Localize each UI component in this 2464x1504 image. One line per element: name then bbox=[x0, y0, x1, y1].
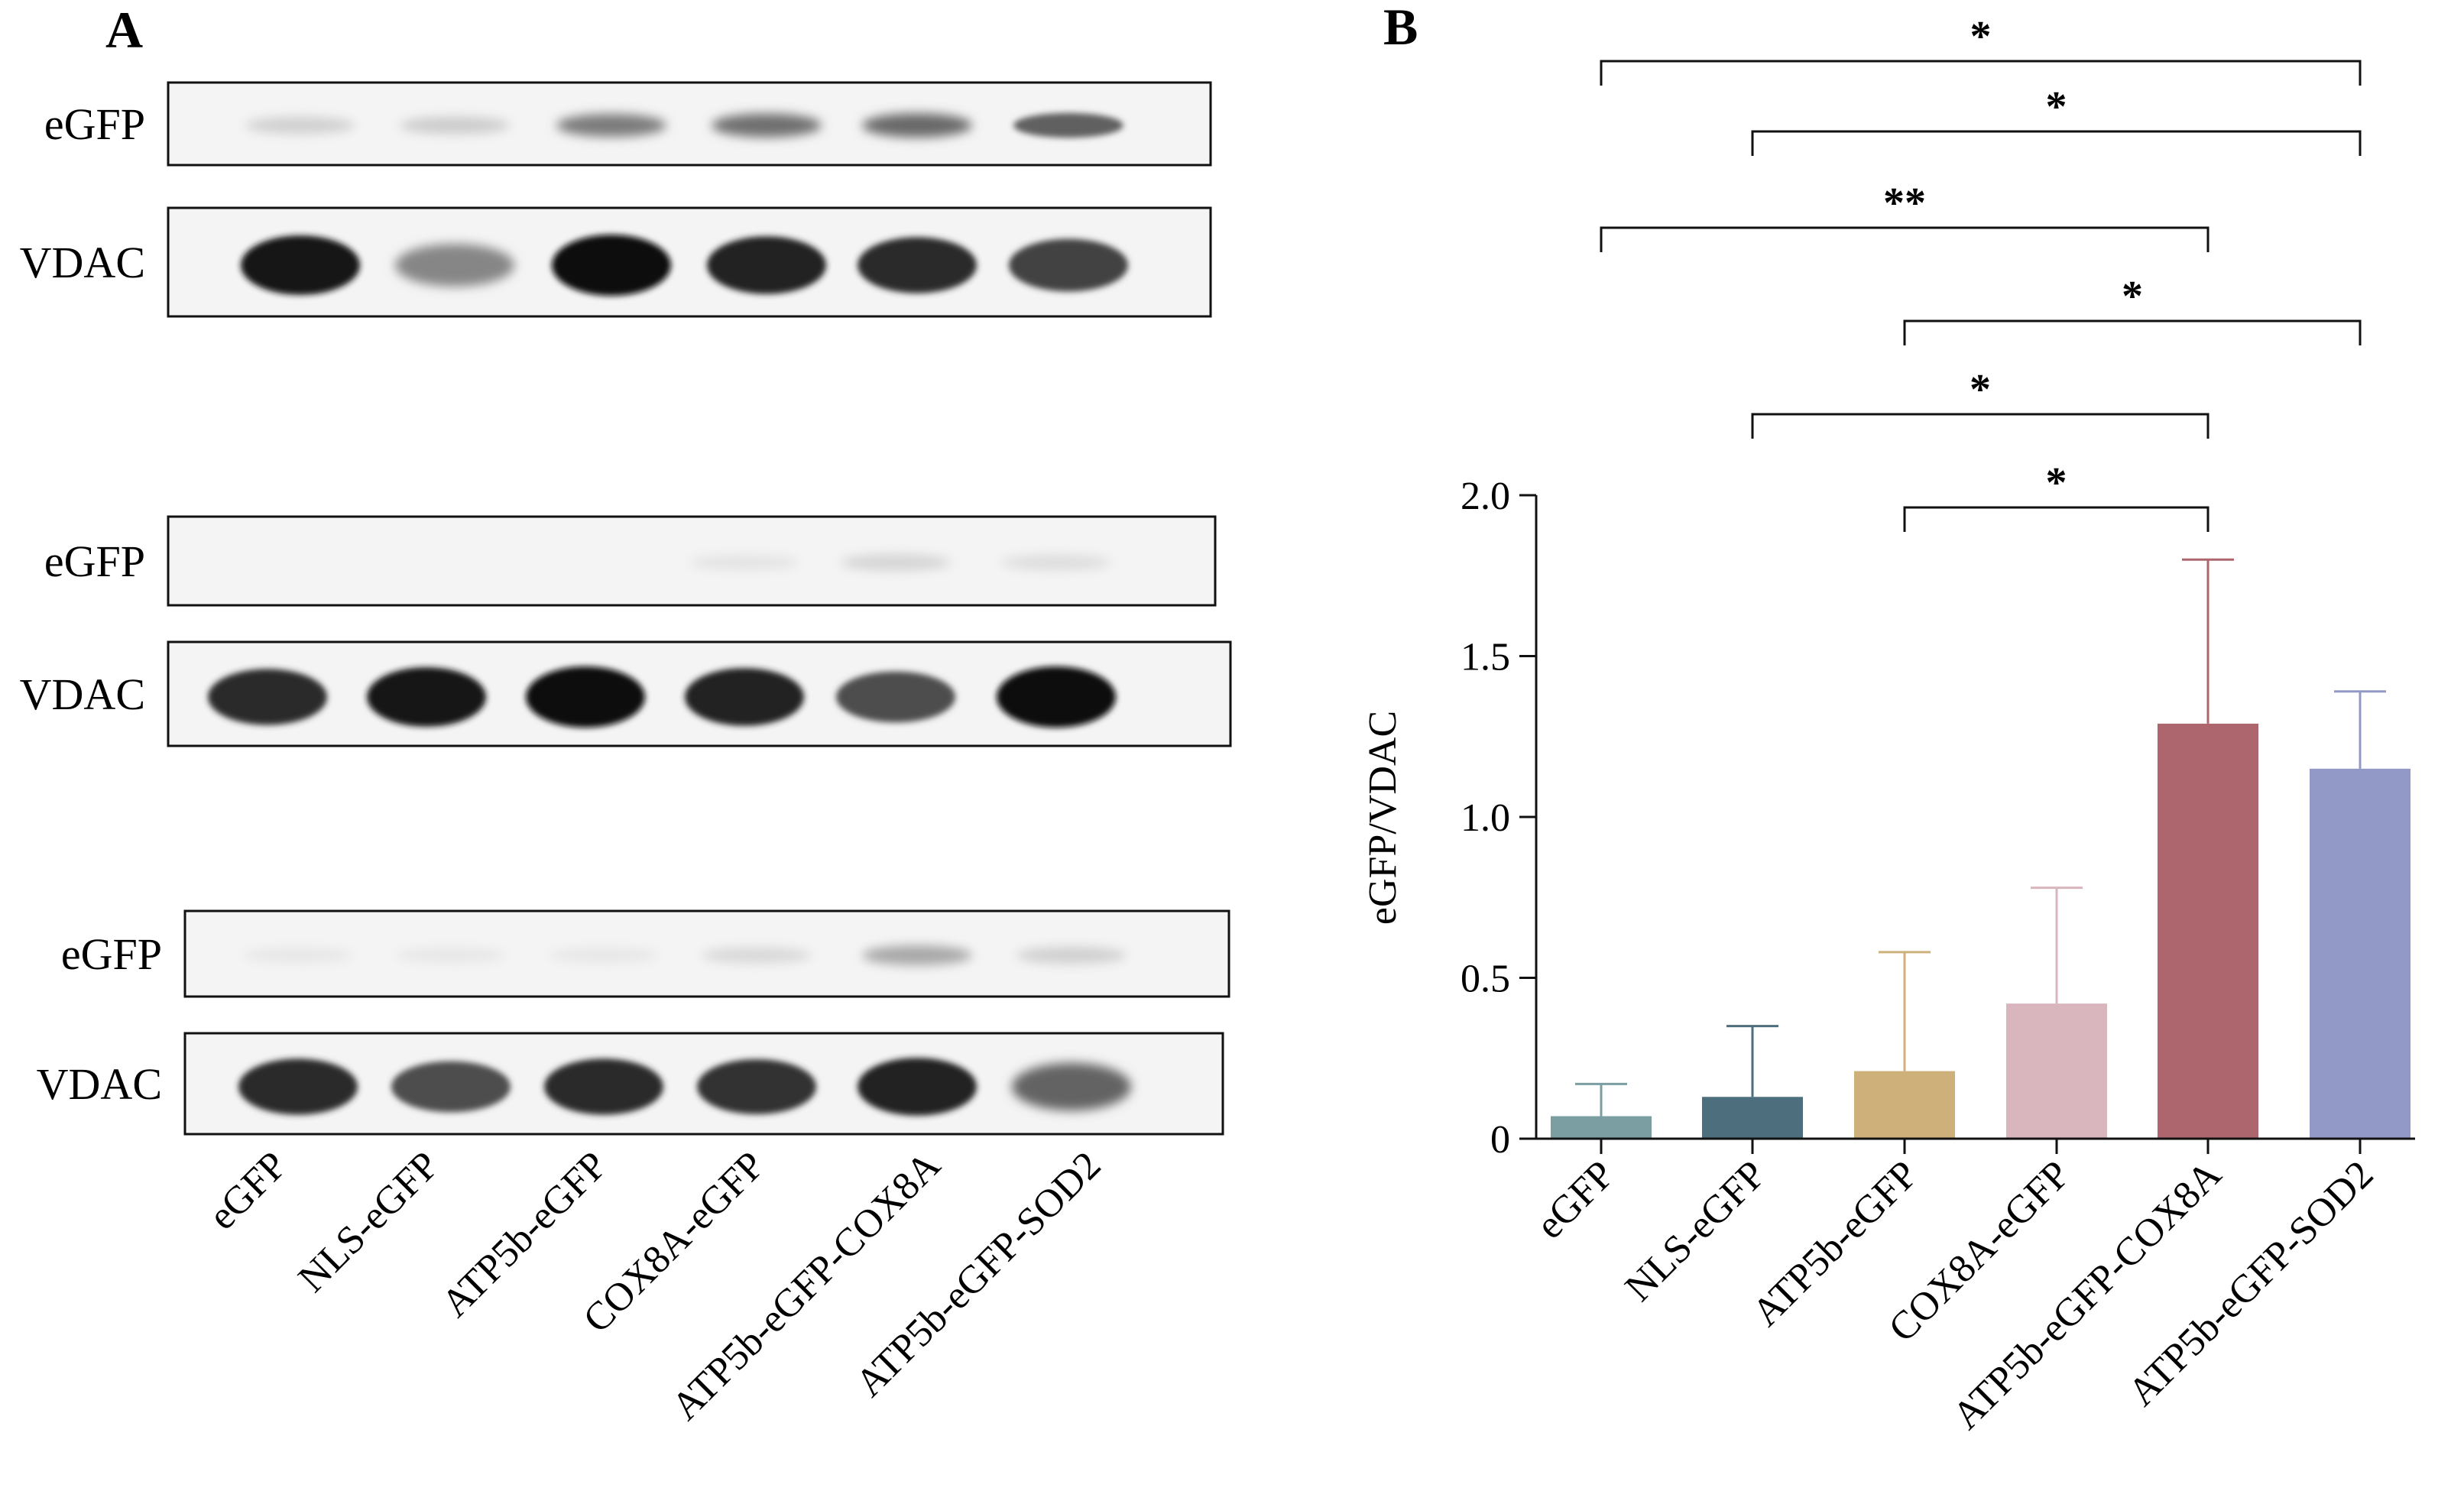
error-bars bbox=[1575, 558, 2386, 1117]
blot-band bbox=[367, 667, 486, 727]
blot-band bbox=[549, 947, 659, 964]
blot-band bbox=[707, 236, 826, 294]
blot-band bbox=[997, 666, 1116, 728]
y-axis-title: eGFP/VDAC bbox=[1361, 711, 1405, 925]
blot-band bbox=[544, 1058, 663, 1115]
significance-brackets: ******* bbox=[1600, 13, 2362, 532]
bar bbox=[2158, 723, 2258, 1139]
bar bbox=[2006, 1003, 2107, 1139]
significance-bracket: * bbox=[1751, 366, 2209, 439]
blot-band bbox=[1009, 238, 1128, 292]
error-bar bbox=[1726, 1025, 1778, 1097]
blot-band bbox=[400, 116, 510, 135]
blot-band bbox=[689, 554, 799, 571]
error-bar bbox=[1879, 951, 1931, 1071]
panel-a-letter: A bbox=[105, 1, 143, 59]
y-tick-label: 0.5 bbox=[1461, 958, 1510, 1001]
error-bar bbox=[2334, 690, 2386, 769]
blot-strip: VDAC bbox=[20, 640, 1232, 747]
blot-band bbox=[556, 114, 666, 137]
significance-bracket: * bbox=[1600, 13, 2362, 86]
blot-band bbox=[241, 235, 360, 295]
blot-band bbox=[702, 947, 812, 964]
y-tick-label: 2.0 bbox=[1461, 475, 1510, 518]
blot-band bbox=[1012, 1062, 1131, 1111]
x-tick-label: NLS-eGFP bbox=[1617, 1152, 1775, 1310]
blot-row-label: VDAC bbox=[20, 669, 145, 719]
blot-band bbox=[1001, 554, 1111, 571]
y-tick-label: 1.0 bbox=[1461, 796, 1510, 840]
blot-row-label: VDAC bbox=[20, 238, 145, 287]
significance-bracket: ** bbox=[1600, 180, 2209, 252]
bar bbox=[2310, 768, 2411, 1139]
chart-axes: 0 0.5 1.0 1.5 2.0 bbox=[1461, 475, 2415, 1162]
blot-band bbox=[858, 237, 977, 293]
error-bar bbox=[2031, 887, 2083, 1004]
significance-marker: * bbox=[2046, 83, 2067, 131]
western-blots: eGFP VDAC eGFP VDAC eGFP VDAC bbox=[20, 81, 1232, 1136]
bar bbox=[1551, 1116, 1652, 1139]
blot-band bbox=[841, 554, 951, 571]
blot-band bbox=[862, 113, 972, 138]
blot-row-label: eGFP bbox=[44, 99, 145, 149]
lane-labels: eGFPNLS-eGFPATP5b-eGFPCOX8A-eGFPATP5b-eG… bbox=[200, 1143, 1109, 1429]
blot-strip: eGFP bbox=[44, 81, 1212, 167]
blot-band bbox=[243, 947, 353, 964]
y-tick-label: 0 bbox=[1490, 1118, 1510, 1162]
bar bbox=[1854, 1071, 1955, 1139]
lane-label: NLS-eGFP bbox=[290, 1143, 448, 1301]
x-tick-label: eGFP bbox=[1528, 1152, 1623, 1247]
blot-band bbox=[395, 244, 514, 287]
bar bbox=[1702, 1097, 1803, 1139]
blot-band bbox=[526, 666, 645, 728]
blot-strip: eGFP bbox=[61, 909, 1230, 998]
blot-band bbox=[858, 1058, 977, 1116]
blot-row-label: eGFP bbox=[44, 536, 145, 586]
blot-band bbox=[208, 669, 327, 725]
significance-marker: * bbox=[2122, 273, 2143, 320]
blot-band bbox=[396, 947, 506, 964]
blot-band bbox=[245, 116, 355, 135]
significance-marker: * bbox=[2046, 459, 2067, 507]
blot-band bbox=[862, 945, 972, 965]
y-tick-label: 1.5 bbox=[1461, 636, 1510, 679]
significance-bracket: * bbox=[1903, 273, 2362, 345]
x-tick-label: ATP5b-eGFP-COX8A bbox=[1944, 1152, 2230, 1438]
error-bar bbox=[2182, 558, 2234, 724]
blot-band bbox=[685, 668, 804, 726]
blot-strip: VDAC bbox=[37, 1032, 1224, 1136]
blot-strip: VDAC bbox=[20, 206, 1212, 318]
x-tick-labels: eGFPNLS-eGFPATP5b-eGFPCOX8A-eGFPATP5b-eG… bbox=[1528, 1152, 2381, 1438]
blot-row-label: VDAC bbox=[37, 1059, 162, 1109]
significance-bracket: * bbox=[1751, 83, 2362, 156]
significance-bracket: * bbox=[1903, 459, 2209, 532]
blot-strip: eGFP bbox=[44, 515, 1217, 607]
blot-band bbox=[1013, 112, 1123, 138]
blot-band bbox=[238, 1058, 358, 1115]
significance-marker: * bbox=[1970, 13, 1992, 60]
blot-row-label: eGFP bbox=[61, 929, 162, 979]
blot-band bbox=[836, 671, 955, 723]
lane-label: eGFP bbox=[200, 1143, 295, 1238]
blot-band bbox=[712, 113, 822, 138]
blot-band bbox=[552, 235, 671, 296]
bar-series bbox=[1551, 723, 2411, 1139]
panel-b-letter: B bbox=[1383, 0, 1418, 56]
significance-marker: ** bbox=[1883, 180, 1926, 227]
blot-band bbox=[1016, 946, 1127, 964]
error-bar bbox=[1575, 1082, 1627, 1117]
blot-band bbox=[697, 1058, 816, 1115]
significance-marker: * bbox=[1970, 366, 1991, 413]
blot-band bbox=[391, 1061, 511, 1113]
